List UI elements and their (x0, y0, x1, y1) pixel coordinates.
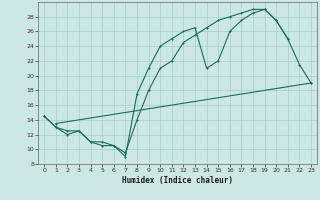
X-axis label: Humidex (Indice chaleur): Humidex (Indice chaleur) (122, 176, 233, 185)
